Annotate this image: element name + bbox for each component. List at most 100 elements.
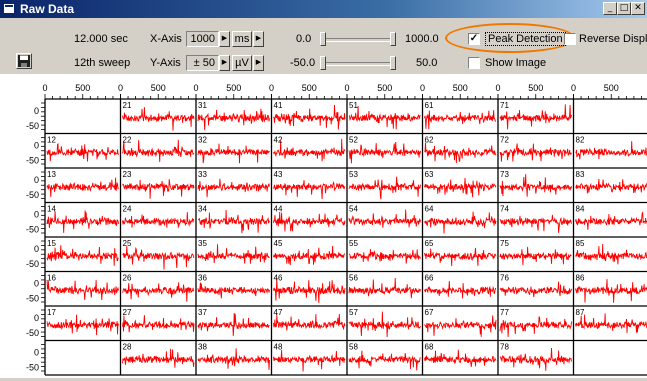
channel-label: 53: [349, 170, 358, 179]
window-icon: [3, 3, 15, 14]
channel-label: 73: [500, 170, 509, 179]
signal-trace: [500, 104, 572, 129]
channel-label: 84: [576, 205, 585, 214]
channel-label: 26: [123, 274, 132, 283]
minimize-button[interactable]: _: [603, 2, 617, 15]
signal-trace: [349, 142, 421, 163]
signal-trace: [123, 349, 195, 368]
channel-label: 77: [500, 308, 509, 317]
x-tick-label: 0: [269, 83, 274, 93]
channel-label: 33: [198, 170, 207, 179]
time-range-slider[interactable]: [320, 31, 396, 47]
channel-label: 48: [274, 343, 283, 352]
close-button[interactable]: ✕: [631, 2, 645, 15]
y-tick-label: 0: [34, 313, 39, 323]
channel-label: 86: [576, 274, 585, 283]
slider-track: [320, 62, 396, 66]
channel-label: 25: [123, 239, 132, 248]
channel-label: 42: [274, 136, 283, 145]
signal-trace: [425, 212, 497, 234]
signal-trace: [576, 141, 647, 159]
x-axis-unit-button[interactable]: ms: [232, 31, 252, 47]
y-axis-value-field[interactable]: ± 50: [186, 55, 219, 71]
signal-trace: [198, 109, 270, 130]
signal-trace: [349, 249, 421, 263]
channel-label: 83: [576, 170, 585, 179]
reverse-display-label[interactable]: Reverse Display: [579, 32, 647, 46]
slider-thumb-left[interactable]: [320, 32, 326, 46]
x-axis-label: X-Axis: [150, 32, 182, 46]
channel-label: 65: [425, 239, 434, 248]
channel-label: 55: [349, 239, 358, 248]
channel-label: 85: [576, 239, 585, 248]
signal-trace: [274, 139, 346, 162]
channel-label: 12: [47, 136, 56, 145]
channel-label: 28: [123, 343, 132, 352]
channel-label: 24: [123, 205, 132, 214]
signal-trace: [425, 315, 497, 336]
x-tick-label: 500: [604, 83, 619, 93]
signal-trace: [198, 348, 270, 369]
y-tick-label: 0: [34, 210, 39, 220]
channel-label: 35: [198, 239, 207, 248]
slider-thumb-right[interactable]: [390, 56, 396, 70]
show-image-checkbox[interactable]: [468, 57, 480, 69]
x-tick-label: 0: [193, 83, 198, 93]
x-axis-value-field[interactable]: 1000: [186, 31, 219, 47]
y-axis-label: Y-Axis: [150, 56, 181, 70]
channel-label: 21: [123, 101, 132, 110]
channel-label: 45: [274, 239, 283, 248]
channel-label: 37: [198, 308, 207, 317]
y-axis-unit-spin[interactable]: ▶: [253, 55, 264, 71]
channel-label: 52: [349, 136, 358, 145]
y-axis-unit-button[interactable]: µV: [232, 55, 252, 71]
range1-min: 0.0: [296, 32, 311, 46]
amplitude-range-slider[interactable]: [320, 55, 396, 71]
y-tick-label: 0: [34, 141, 39, 151]
channel-label: 68: [425, 343, 434, 352]
signal-trace: [274, 314, 346, 331]
channel-label: 13: [47, 170, 56, 179]
x-tick-label: 500: [528, 83, 543, 93]
channel-label: 74: [500, 205, 509, 214]
y-tick-label: -50: [26, 363, 39, 373]
channel-label: 38: [198, 343, 207, 352]
signal-trace: [576, 279, 647, 303]
reverse-display-checkbox[interactable]: [564, 33, 576, 45]
channel-label: 54: [349, 205, 358, 214]
x-tick-label: 500: [377, 83, 392, 93]
maximize-button[interactable]: □: [617, 2, 631, 15]
y-axis-spin-button[interactable]: ▶: [219, 55, 230, 71]
signal-trace: [349, 278, 421, 298]
signal-trace: [500, 282, 572, 298]
signal-trace: [198, 283, 270, 299]
signal-trace: [198, 244, 270, 263]
slider-thumb-left[interactable]: [320, 56, 326, 70]
signal-trace: [500, 215, 572, 233]
signal-trace: [274, 350, 346, 372]
save-button[interactable]: [16, 53, 32, 69]
peak-detection-checkbox[interactable]: ✓: [468, 33, 480, 45]
channel-label: 43: [274, 170, 283, 179]
peak-detection-label[interactable]: Peak Detection: [485, 32, 566, 46]
channel-label: 61: [425, 101, 434, 110]
x-tick-label: 500: [302, 83, 317, 93]
channel-label: 51: [349, 101, 358, 110]
x-axis-spin-button[interactable]: ▶: [219, 31, 230, 47]
x-tick-label: 500: [75, 83, 90, 93]
channel-label: 58: [349, 343, 358, 352]
signal-trace: [47, 315, 119, 335]
signal-trace: [274, 212, 346, 232]
signal-trace: [500, 247, 572, 265]
signal-trace: [47, 144, 119, 162]
signal-trace: [274, 278, 346, 303]
signal-trace: [500, 317, 572, 338]
y-tick-label: -50: [26, 294, 39, 304]
signal-trace: [198, 144, 270, 164]
channel-label: 44: [274, 205, 283, 214]
x-axis-unit-spin[interactable]: ▶: [253, 31, 264, 47]
signal-trace: [576, 244, 647, 264]
slider-thumb-right[interactable]: [390, 32, 396, 46]
show-image-label[interactable]: Show Image: [485, 56, 546, 70]
